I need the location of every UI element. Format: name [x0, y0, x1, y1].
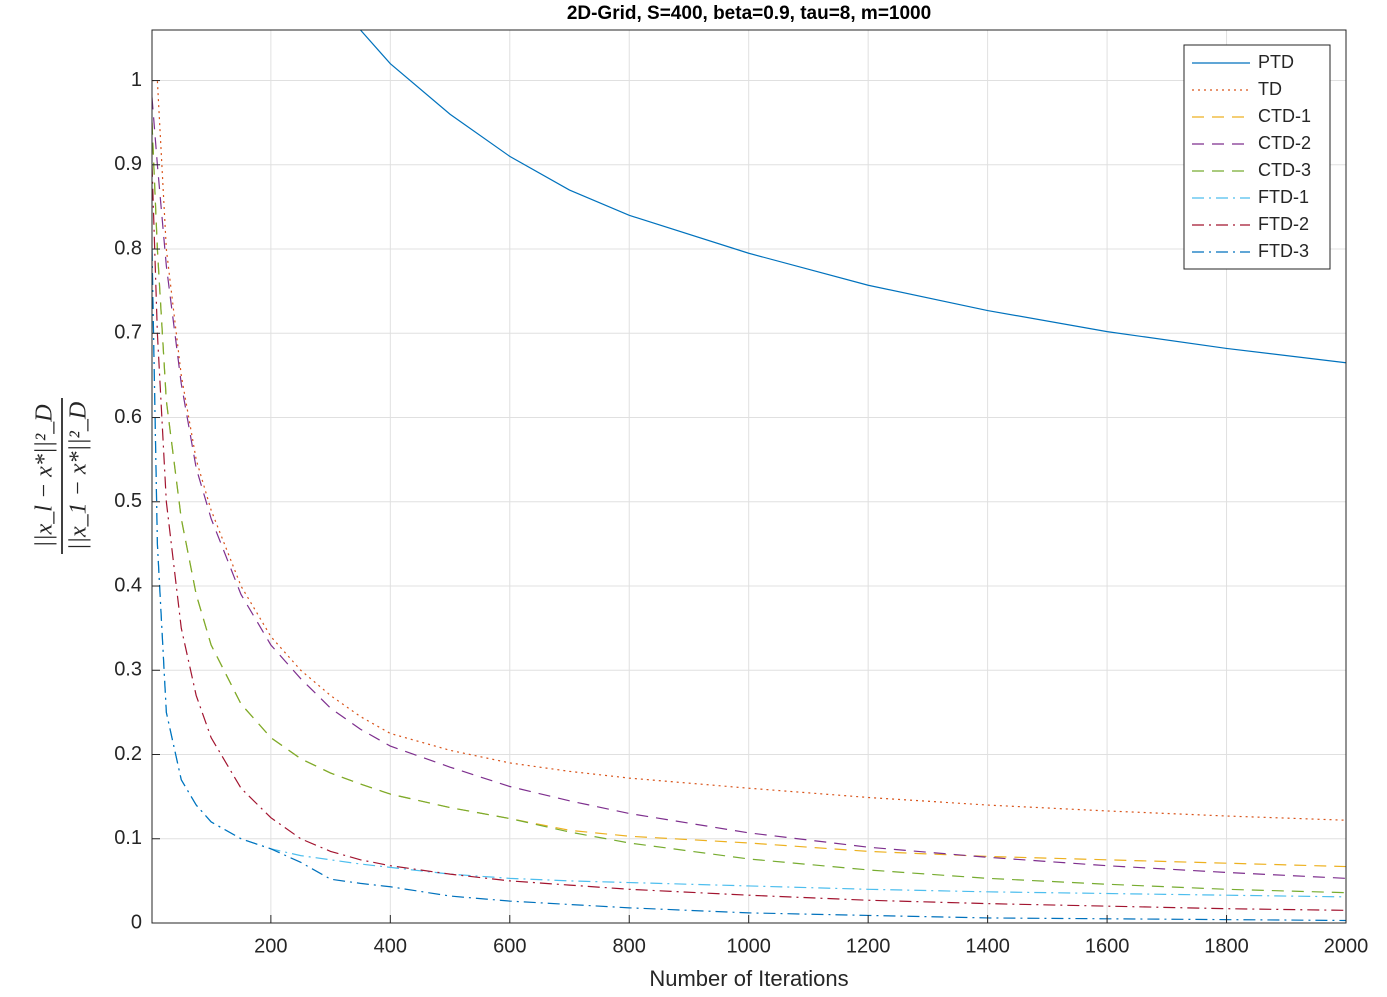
y-tick-label: 0.5 — [114, 490, 142, 512]
y-tick-label: 0.3 — [114, 659, 142, 681]
legend-label: FTD-1 — [1258, 187, 1309, 207]
x-tick-label: 2000 — [1324, 935, 1369, 957]
y-tick-label: 0.7 — [114, 322, 142, 344]
series-line — [152, 97, 1346, 879]
legend-label: FTD-3 — [1258, 241, 1309, 261]
x-tick-label: 800 — [613, 935, 646, 957]
x-tick-label: 1600 — [1085, 935, 1130, 957]
x-tick-label: 200 — [254, 935, 287, 957]
chart-title: 2D-Grid, S=400, beta=0.9, tau=8, m=1000 — [567, 3, 931, 24]
legend-label: PTD — [1258, 52, 1294, 72]
legend: PTD TD CTD-1 CTD-2 CTD-3 FTD-1 FTD-2 FTD-3 — [1183, 44, 1331, 270]
legend-box — [1183, 44, 1331, 270]
x-axis-label: Number of Iterations — [649, 966, 848, 991]
y-tick-label: 0.9 — [114, 153, 142, 175]
series-line — [152, 164, 1346, 911]
x-tick-label: 1400 — [965, 935, 1010, 957]
legend-label: FTD-2 — [1258, 214, 1309, 234]
x-tick-label: 1800 — [1204, 935, 1249, 957]
y-label-denominator: ||x_1 − x*||²_D — [66, 402, 92, 550]
y-tick-label: 0.4 — [114, 574, 142, 596]
y-tick-label: 0.6 — [114, 406, 142, 428]
y-tick-label: 1 — [131, 69, 142, 91]
y-tick-label: 0.1 — [114, 827, 142, 849]
legend-label: CTD-3 — [1258, 160, 1311, 180]
x-tick-label: 600 — [493, 935, 526, 957]
y-tick-label: 0.2 — [114, 743, 142, 765]
y-label-numerator: ||x_l − x*||²_D — [32, 404, 58, 547]
x-tick-label: 1200 — [846, 935, 891, 957]
series-line — [152, 249, 1346, 922]
y-tick-label: 0.8 — [114, 237, 142, 259]
y-tick-label: 0 — [131, 911, 142, 933]
y-axis-label: ||x_l − x*||²_D ||x_1 − x*||²_D — [32, 398, 92, 554]
series-line — [360, 30, 1346, 364]
lines — [152, 30, 1346, 922]
x-tick-label: 1000 — [726, 935, 771, 957]
legend-label: CTD-2 — [1258, 133, 1311, 153]
legend-label: TD — [1258, 79, 1282, 99]
x-tick-label: 400 — [374, 935, 407, 957]
legend-label: CTD-1 — [1258, 106, 1311, 126]
